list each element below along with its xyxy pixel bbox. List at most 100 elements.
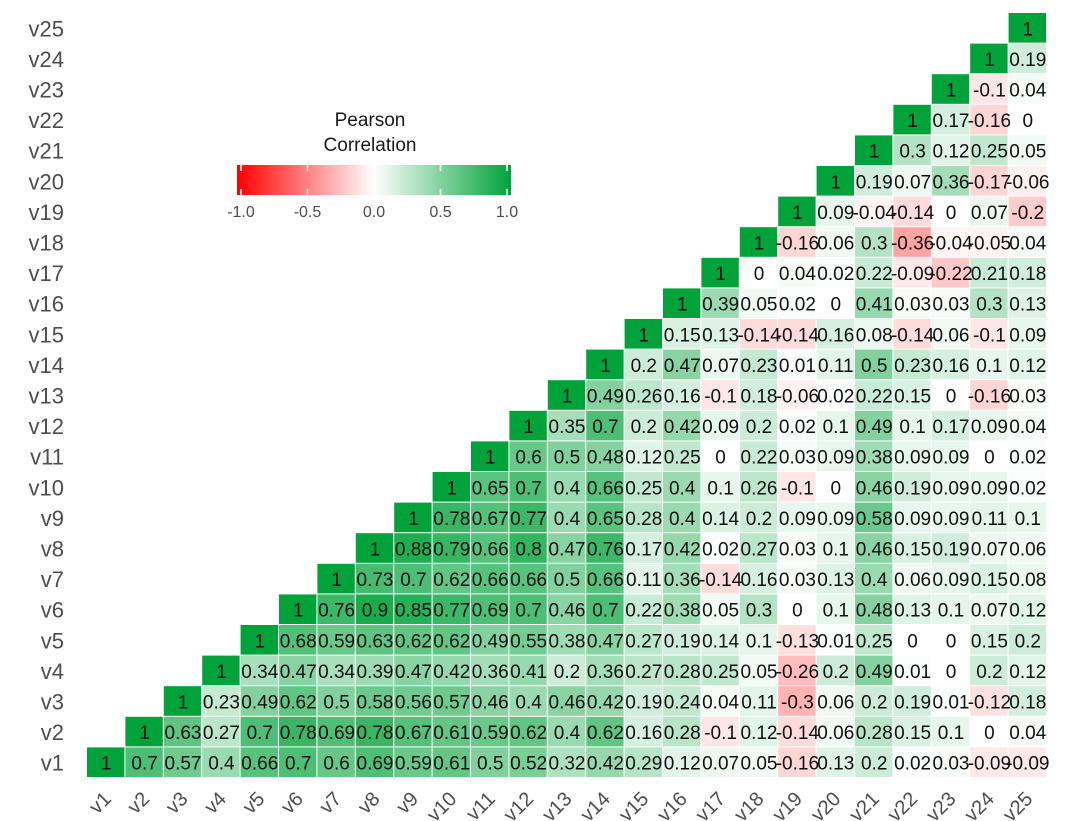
heatmap-cell-v14-v17: [701, 349, 739, 380]
cell-label-v19-v19: 1: [792, 203, 803, 224]
heatmap-cell-v10-v24: [970, 472, 1008, 502]
cell-label-v13-v22: 0.15: [894, 387, 931, 408]
cell-label-v1-v18: 0.05: [741, 754, 778, 775]
cell-label-v9-v24: 0.11: [972, 509, 1008, 530]
heatmap-cell-v13-v19: [778, 380, 816, 410]
cell-label-v6-v6: 1: [293, 601, 304, 622]
heatmap-cell-v21-v25: [1008, 135, 1046, 165]
heatmap-cell-v3-v12: [509, 686, 547, 716]
heatmap-cell-v5-v7: [317, 625, 355, 655]
cell-label-v10-v11: 0.65: [472, 478, 509, 499]
cell-label-v7-v9: 0.7: [400, 570, 426, 591]
cell-label-v3-v16: 0.24: [664, 693, 701, 714]
heatmap-cell-v4-v25: [1008, 655, 1046, 686]
cell-label-v8-v10: 0.79: [433, 540, 470, 561]
heatmap-cell-v15-v21: [855, 319, 893, 349]
heatmap-cell-v4-v6: [279, 655, 317, 686]
heatmap-cell-v3-v19: [778, 686, 816, 716]
cell-label-v14-v14: 1: [600, 356, 611, 377]
heatmap-cell-v20-v25: [1008, 166, 1046, 196]
cell-label-v3-v23: 0.01: [933, 693, 970, 714]
heatmap-cell-v16-v23: [931, 288, 970, 318]
cell-label-v14-v19: 0.01: [779, 356, 816, 377]
cell-label-v4-v16: 0.28: [664, 662, 701, 683]
heatmap-cell-v8-v11: [471, 533, 509, 563]
cell-label-v6-v22: 0.13: [894, 601, 931, 622]
cell-label-v2-v11: 0.59: [472, 723, 509, 744]
heatmap-cell-v14-v20: [816, 349, 854, 380]
cell-label-v5-v15: 0.27: [625, 631, 662, 652]
heatmap-cell-v1-v14: [586, 747, 624, 777]
cell-label-v5-v25: 0.2: [1015, 631, 1041, 652]
cell-label-v2-v9: 0.67: [395, 723, 432, 744]
cell-label-v10-v13: 0.4: [554, 478, 581, 499]
heatmap-cell-v1-v19: [778, 747, 816, 777]
y-tick-label-v3: v3: [41, 690, 64, 715]
cell-label-v19-v24: 0.07: [971, 203, 1008, 224]
heatmap-cell-v9-v15: [624, 502, 662, 533]
x-tick-label-v16: v16: [653, 788, 691, 821]
y-tick-label-v4: v4: [41, 659, 64, 684]
heatmap-cell-v4-v23: [931, 655, 970, 686]
cell-label-v11-v12: 0.6: [515, 448, 541, 469]
cell-label-v18-v20: 0.06: [817, 234, 854, 255]
heatmap-cell-v1-v3: [163, 747, 202, 777]
heatmap-cell-v7-v23: [931, 563, 970, 594]
cell-label-v16-v24: 0.3: [976, 295, 1002, 316]
heatmap-cell-v9-v11: [471, 502, 509, 533]
cell-label-v7-v12: 0.66: [510, 570, 547, 591]
heatmap-cell-v12-v25: [1008, 410, 1046, 441]
cell-label-v14-v21: 0.5: [861, 356, 887, 377]
cell-label-v11-v16: 0.25: [664, 448, 701, 469]
x-tick-label-v17: v17: [692, 788, 730, 821]
heatmap-cell-v5-v15: [624, 625, 662, 655]
cell-label-v7-v24: 0.15: [971, 570, 1008, 591]
x-tick-label-v1: v1: [85, 788, 115, 818]
cell-label-v6-v16: 0.38: [664, 601, 701, 622]
cell-label-v20-v21: 0.19: [856, 172, 893, 193]
heatmap-cell-v7-v13: [547, 563, 586, 594]
heatmap-cell-v5-v19: [778, 625, 816, 655]
cell-label-v3-v6: 0.62: [280, 693, 317, 714]
heatmap-cell-v3-v21: [855, 686, 893, 716]
cell-label-v8-v18: 0.27: [741, 540, 778, 561]
heatmap-cell-v17-v17: [701, 257, 739, 288]
heatmap-cell-v18-v23: [931, 227, 970, 257]
cell-label-v7-v14: 0.66: [587, 570, 624, 591]
heatmap-cell-v4-v18: [739, 655, 778, 686]
cell-label-v3-v10: 0.57: [433, 693, 470, 714]
heatmap-cell-v12-v19: [778, 410, 816, 441]
heatmap-cell-v1-v5: [240, 747, 278, 777]
heatmap-cell-v16-v19: [778, 288, 816, 318]
heatmap-cell-v8-v22: [893, 533, 931, 563]
cell-label-v10-v20: 0: [831, 478, 842, 499]
heatmap-cell-v12-v13: [547, 410, 586, 441]
heatmap-cell-v16-v17: [701, 288, 739, 318]
cell-label-v7-v19: 0.03: [779, 570, 816, 591]
cell-label-v9-v9: 1: [408, 509, 419, 530]
cell-label-v1-v22: 0.02: [894, 754, 931, 775]
heatmap-cell-v20-v22: [893, 166, 931, 196]
x-tick-label-v11: v11: [462, 788, 499, 821]
heatmap-cell-v17-v20: [816, 257, 854, 288]
heatmap-cell-v7-v10: [432, 563, 470, 594]
cell-label-v6-v12: 0.7: [515, 601, 541, 622]
cell-label-v1-v15: 0.29: [625, 754, 662, 775]
heatmap-cell-v10-v11: [471, 472, 509, 502]
cell-label-v14-v17: 0.07: [702, 356, 739, 377]
y-tick-label-v13: v13: [29, 384, 64, 409]
cell-label-v9-v14: 0.65: [587, 509, 624, 530]
cell-label-v9-v16: 0.4: [669, 509, 696, 530]
x-tick-label-v23: v23: [922, 788, 960, 821]
cell-label-v1-v25: -0.09: [1006, 754, 1049, 775]
cell-label-v10-v25: 0.02: [1009, 478, 1046, 499]
cell-label-v1-v14: 0.42: [587, 754, 624, 775]
heatmap-cell-v6-v9: [394, 594, 432, 624]
heatmap-cell-v3-v20: [816, 686, 854, 716]
cell-label-v7-v16: 0.36: [664, 570, 701, 591]
cell-label-v2-v22: 0.15: [894, 723, 931, 744]
cell-label-v2-v19: -0.14: [776, 723, 820, 744]
heatmap-cell-v2-v7: [317, 716, 355, 747]
cell-label-v8-v12: 0.8: [515, 540, 541, 561]
y-tick-label-v22: v22: [29, 108, 64, 133]
